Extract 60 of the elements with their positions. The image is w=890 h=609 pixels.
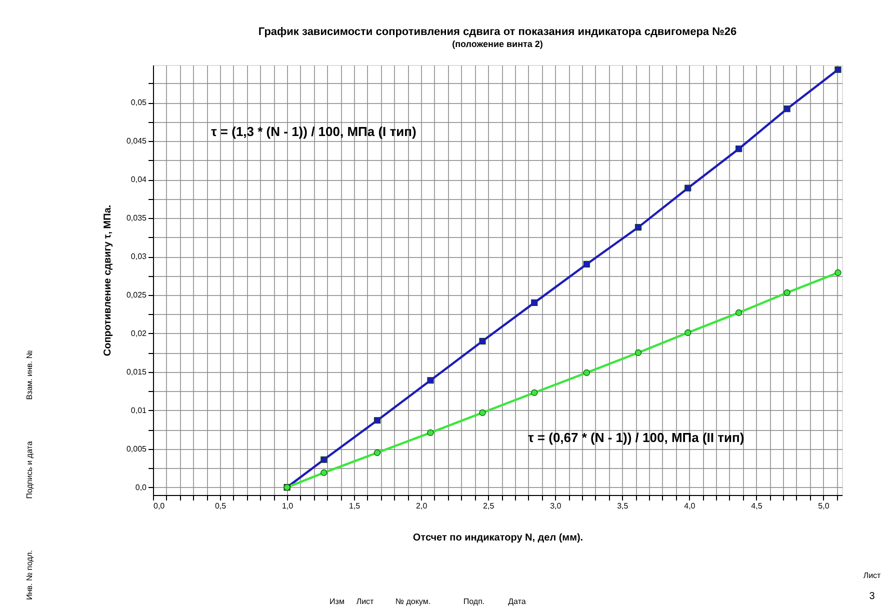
x-tick-label: 0,0 [154, 502, 166, 510]
x-tick-label: 2,5 [483, 502, 495, 510]
text: Взам. инв. № [25, 350, 34, 400]
y-tick-label: 0,015 [126, 367, 148, 376]
point [479, 338, 486, 344]
text: Подп. [463, 597, 485, 606]
point [583, 369, 590, 376]
point [684, 184, 692, 192]
point [479, 409, 486, 416]
point [735, 146, 742, 152]
y-tick-label: 0,035 [126, 214, 148, 223]
x-tick-label: 3,5 [617, 502, 629, 510]
annotation: τ = (1,3 * (N - 1)) / 100, МПа (I тип) [211, 124, 416, 139]
point [834, 66, 842, 73]
y-tick-label: 0,025 [126, 290, 148, 300]
y-tick-label: 0,0 [135, 482, 148, 492]
point [583, 260, 590, 268]
y-tick-label: 0,045 [126, 136, 148, 146]
x-tick-label: 4,0 [684, 502, 696, 510]
point [834, 269, 842, 276]
text: Лист [356, 597, 374, 606]
point [684, 329, 692, 336]
text: 3 [869, 591, 876, 602]
annotation: τ = (0,67 * (N - 1)) / 100, МПа (II тип) [528, 430, 744, 445]
point [320, 456, 328, 463]
text: Изм [330, 597, 344, 606]
text: № докум. [395, 597, 431, 606]
y-tick-label: 0,005 [126, 444, 148, 454]
x-tick-label: 1,0 [282, 502, 294, 510]
y-tick-label: 0,01 [130, 406, 148, 415]
point [634, 224, 642, 231]
point [531, 389, 538, 396]
point [531, 299, 538, 306]
y-tick-label: 0,05 [130, 98, 148, 108]
point [735, 309, 742, 316]
chart-subtitle: (положение винта 2) [452, 39, 543, 49]
y-tick-label: 0,02 [130, 328, 148, 338]
y-tick-label: 0,04 [130, 175, 148, 184]
text: Инв. № подл. [25, 550, 34, 600]
point [374, 417, 381, 424]
text: Лист [863, 571, 882, 580]
y-tick-label: 0,03 [130, 252, 148, 262]
point [634, 349, 642, 356]
point [320, 469, 328, 476]
x-tick-label: 2,0 [416, 502, 428, 510]
x-axis-title: Отсчет по индикатору N, дел (мм). [412, 532, 584, 544]
x-tick-label: 1,5 [349, 502, 361, 510]
x-tick-label: 3,0 [550, 502, 562, 510]
point [784, 289, 790, 296]
x-tick-label: 0,5 [214, 502, 227, 510]
point [374, 449, 381, 456]
point [427, 429, 434, 436]
chart-title: График зависимости сопротивления сдвига от показания индикатора сдвигомера №26 [258, 26, 737, 38]
x-tick-label: 5,0 [818, 502, 830, 510]
y-axis-title: Сопротивление сдвигу τ, МПа. [102, 204, 114, 356]
text: Подпись и дата [25, 440, 34, 499]
point [427, 377, 434, 384]
x-tick-label: 4,5 [751, 502, 763, 510]
text: Дата [508, 597, 526, 606]
point [784, 106, 790, 112]
